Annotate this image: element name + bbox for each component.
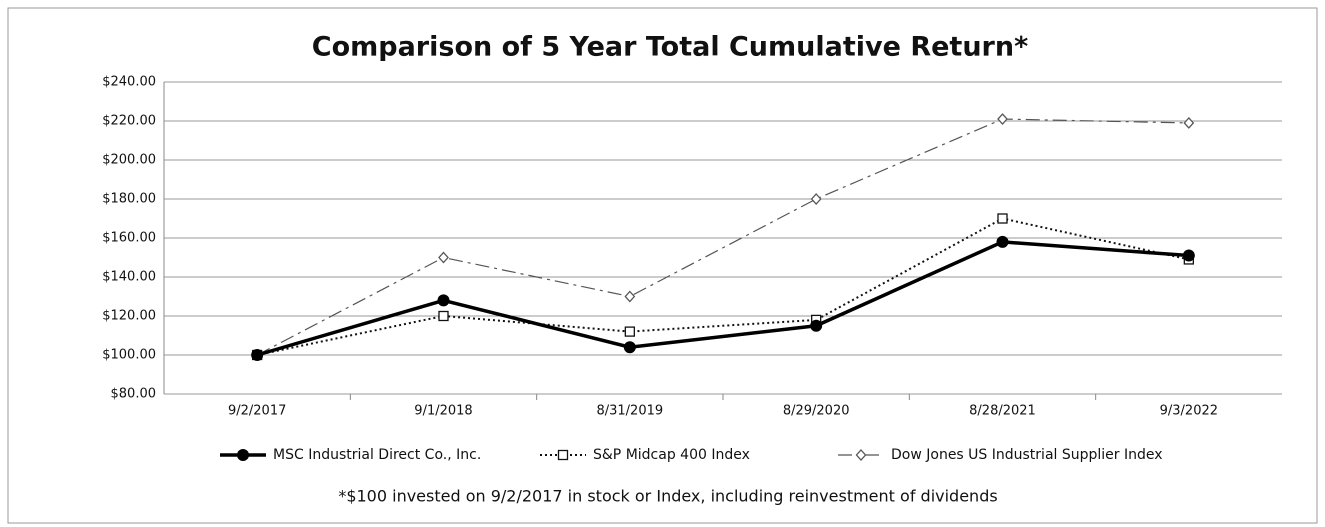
legend-marker [557,449,569,461]
point-marker [438,251,449,264]
chart-title: Comparison of 5 Year Total Cumulative Re… [312,32,1028,63]
x-tick-label: 9/1/2018 [414,404,472,419]
y-tick-label: $100.00 [102,348,156,363]
x-tick-label: 9/2/2017 [228,404,286,419]
point-marker [624,290,636,303]
series-line [256,217,1190,356]
point-marker [810,319,823,332]
y-tick-label: $80.00 [111,387,157,402]
legend-label: MSC Industrial Direct Co., Inc. [273,447,481,463]
series-line [256,240,1189,357]
x-tick-label: 9/3/2022 [1160,404,1218,419]
y-tick-label: $240.00 [102,75,156,90]
legend-label: Dow Jones US Industrial Supplier Index [891,447,1163,463]
legend-marker [855,449,867,461]
point-marker [624,326,635,337]
point-marker [1183,116,1195,129]
series-line [256,118,1189,356]
point-marker [251,349,264,361]
legend-label: S&P Midcap 400 Index [593,447,750,463]
point-marker [997,113,1008,126]
y-tick-label: $140.00 [102,270,156,285]
legend-marker [237,449,249,461]
point-marker [996,235,1009,248]
x-tick-label: 8/28/2021 [969,404,1036,419]
footnote: *$100 invested on 9/2/2017 in stock or I… [338,487,997,506]
y-tick-label: $200.00 [102,153,156,168]
point-marker [623,341,636,354]
y-tick-label: $180.00 [102,192,156,207]
y-tick-label: $220.00 [102,114,156,129]
point-marker [810,193,822,205]
y-tick-label: $120.00 [102,309,156,324]
chart-border [7,7,1318,524]
point-marker [437,294,450,307]
y-tick-label: $160.00 [102,231,156,246]
x-tick-label: 8/29/2020 [783,404,850,419]
point-marker [997,213,1008,224]
x-tick-label: 8/31/2019 [596,404,663,419]
point-marker [438,310,449,322]
point-marker [1182,249,1195,262]
